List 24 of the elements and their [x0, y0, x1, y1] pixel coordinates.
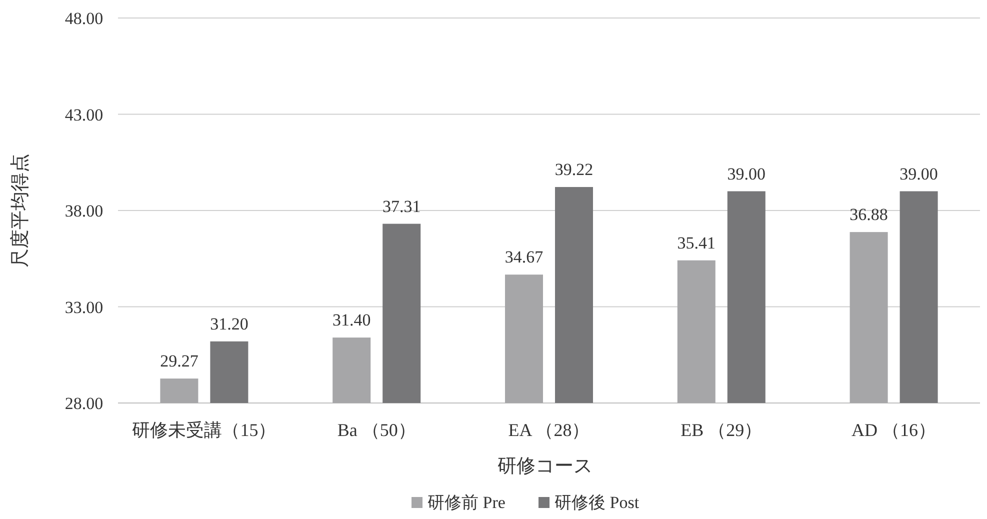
data-label: 29.27	[160, 352, 199, 371]
data-label: 39.00	[900, 164, 938, 184]
legend-label: 研修後 Post	[554, 493, 640, 512]
x-axis-title: 研修コース	[498, 456, 592, 477]
y-axis-title: 尺度平均得点	[9, 154, 31, 268]
y-tick-label: 33.00	[64, 298, 104, 317]
y-tick-label: 28.00	[64, 394, 104, 413]
data-label: 39.22	[554, 160, 594, 180]
x-tick-label: EA （28）	[508, 420, 590, 440]
x-tick-label: 研修未受講（15）	[132, 420, 276, 440]
data-label: 37.31	[382, 196, 421, 216]
data-label: 36.88	[850, 205, 888, 224]
x-tick-label: AD （16）	[852, 420, 936, 440]
data-label: 34.67	[504, 248, 544, 267]
x-tick-label: EB （29）	[680, 420, 762, 440]
data-label: 31.40	[332, 310, 371, 330]
y-tick-label: 48.00	[64, 9, 104, 28]
x-tick-label: Ba （50）	[337, 420, 416, 440]
data-label: 31.20	[210, 314, 248, 334]
y-tick-label: 43.00	[64, 105, 104, 124]
data-label: 35.41	[677, 233, 716, 252]
y-tick-label: 38.00	[64, 202, 104, 220]
data-label: 39.00	[727, 164, 766, 184]
legend-label: 研修前 Pre	[428, 493, 506, 512]
